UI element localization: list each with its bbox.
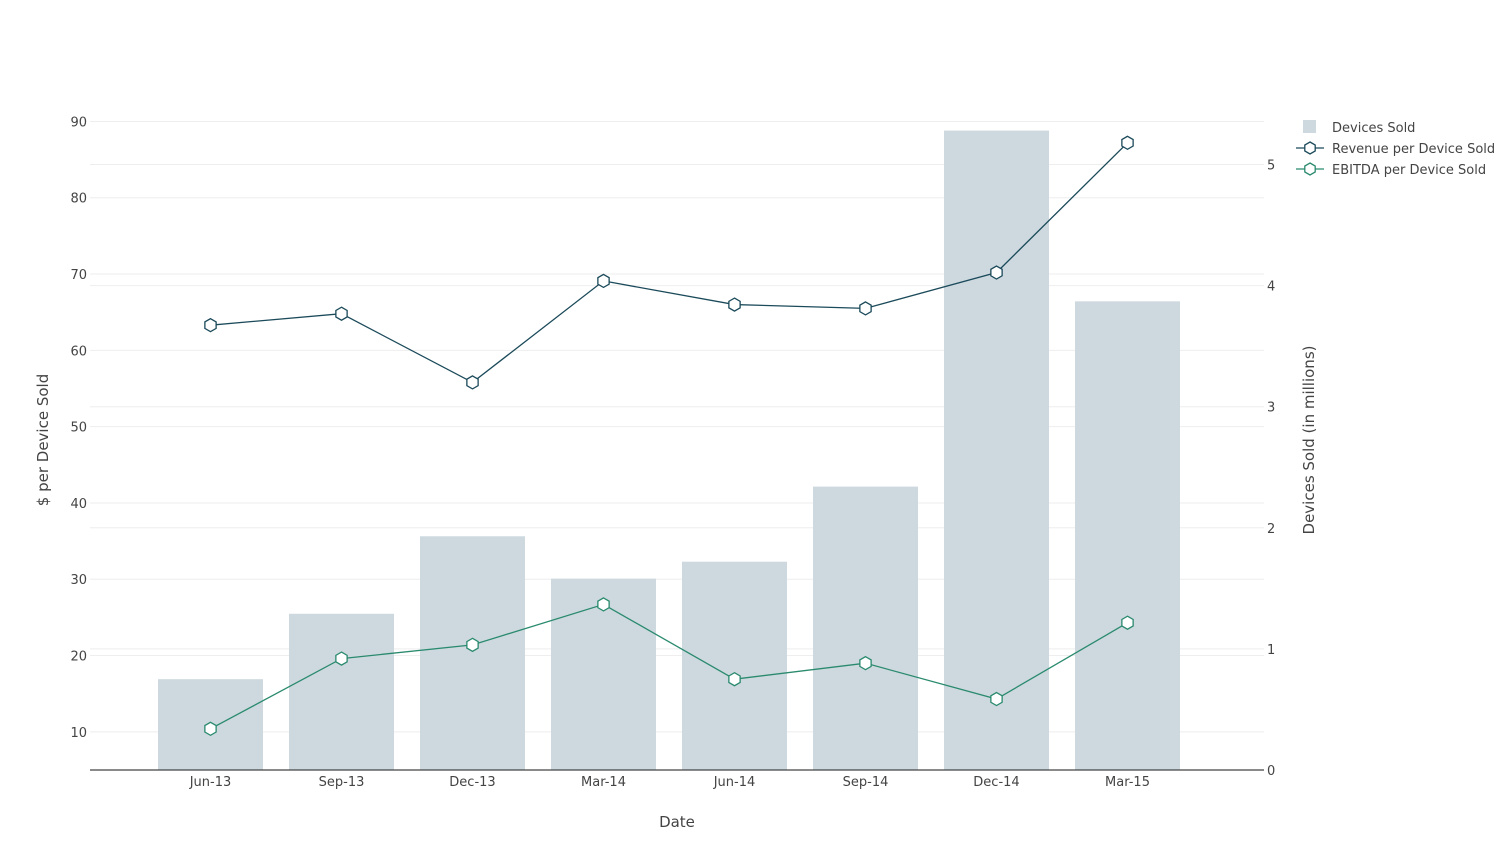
point-revenue-per-device[interactable]: [466, 375, 479, 390]
bar-devices-sold[interactable]: [420, 536, 525, 770]
line-ebitda-per-device: [210, 603, 1128, 730]
left-y-tick-label: 50: [70, 421, 87, 436]
right-gridlines: [90, 163, 1264, 650]
left-y-tick-label: 40: [70, 497, 87, 512]
left-y-tick-label: 10: [70, 726, 87, 741]
bar-devices-sold[interactable]: [813, 486, 918, 770]
point-ebitda-per-device[interactable]: [466, 637, 479, 653]
right-y-tick-label: 2: [1267, 522, 1275, 537]
x-tick-label: Jun-13: [189, 775, 232, 790]
point-ebitda-per-device[interactable]: [990, 691, 1003, 707]
point-revenue-per-device[interactable]: [335, 306, 348, 321]
line-series: [210, 142, 1128, 730]
line-markers: [204, 135, 1134, 737]
x-tick-label: Dec-13: [449, 775, 495, 790]
point-revenue-per-device[interactable]: [597, 273, 610, 289]
right-y-tick-labels: 0 1 2 3 4 5: [1267, 158, 1275, 779]
point-ebitda-per-device[interactable]: [335, 651, 348, 666]
legend-label: Revenue per Device Sold: [1332, 142, 1495, 157]
x-tick-label: Mar-14: [581, 775, 626, 790]
point-revenue-per-device[interactable]: [728, 297, 741, 312]
x-tick-label: Jun-14: [713, 775, 756, 790]
left-y-tick-label: 90: [70, 115, 87, 130]
left-y-tick-label: 20: [70, 650, 87, 665]
left-y-tick-label: 60: [70, 344, 87, 359]
point-ebitda-per-device[interactable]: [204, 721, 217, 737]
x-tick-label: Mar-15: [1105, 775, 1150, 790]
x-tick-label: Dec-14: [973, 775, 1019, 790]
x-tick-label: Sep-13: [319, 775, 365, 790]
legend-item[interactable]: EBITDA per Device Sold: [1296, 162, 1486, 178]
point-revenue-per-device[interactable]: [990, 265, 1003, 280]
left-y-tick-label: 30: [70, 573, 87, 588]
right-y-tick-label: 5: [1267, 158, 1275, 173]
point-revenue-per-device[interactable]: [859, 301, 872, 316]
right-y-axis-title: Devices Sold (in millions): [1300, 346, 1318, 535]
bar-devices-sold[interactable]: [682, 561, 787, 770]
legend-swatch-marker: [1304, 141, 1316, 155]
left-y-axis-title: $ per Device Sold: [34, 374, 52, 506]
point-ebitda-per-device[interactable]: [859, 655, 872, 671]
bar-devices-sold[interactable]: [944, 130, 1049, 770]
right-y-tick-label: 0: [1267, 764, 1275, 779]
left-y-tick-labels: 10 20 30 40 50 60 70 80 90: [70, 115, 87, 740]
x-tick-labels: Jun-13 Sep-13 Dec-13 Mar-14 Jun-14 Sep-14 Dec-…: [189, 775, 1150, 790]
point-ebitda-per-device[interactable]: [728, 671, 741, 687]
point-ebitda-per-device[interactable]: [1121, 615, 1134, 630]
right-y-tick-label: 1: [1267, 643, 1275, 658]
right-y-tick-label: 4: [1267, 280, 1275, 295]
left-gridlines: [90, 120, 1264, 733]
point-revenue-per-device[interactable]: [204, 317, 217, 333]
bar-series: [158, 130, 1180, 770]
legend-swatch-bar: [1303, 120, 1316, 133]
legend-label: Devices Sold: [1332, 121, 1415, 136]
legend-item[interactable]: Devices Sold: [1303, 120, 1415, 136]
point-revenue-per-device[interactable]: [1121, 135, 1134, 151]
legend-swatch-marker: [1304, 162, 1316, 176]
legend[interactable]: Devices Sold Revenue per Device Sold EBITD…: [1296, 120, 1495, 178]
left-y-tick-label: 70: [70, 268, 87, 283]
line-revenue-per-device: [210, 142, 1128, 384]
bar-devices-sold[interactable]: [289, 613, 394, 770]
point-ebitda-per-device[interactable]: [597, 597, 610, 612]
bar-devices-sold[interactable]: [1075, 301, 1180, 770]
legend-label: EBITDA per Device Sold: [1332, 163, 1486, 178]
x-axis-title: Date: [659, 813, 695, 831]
left-y-tick-label: 80: [70, 192, 87, 207]
legend-item[interactable]: Revenue per Device Sold: [1296, 141, 1495, 157]
x-tick-label: Sep-14: [843, 775, 889, 790]
right-y-tick-label: 3: [1267, 401, 1275, 416]
